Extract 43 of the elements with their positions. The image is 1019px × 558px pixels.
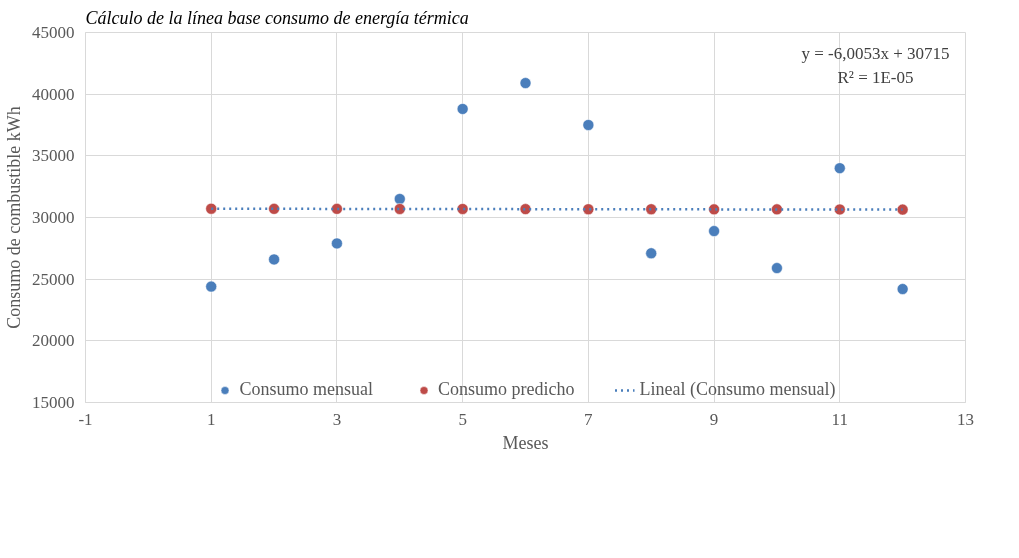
y-tick-label: 30000 (32, 208, 75, 227)
point (519, 77, 532, 89)
point (834, 162, 846, 174)
point (582, 119, 595, 131)
point (896, 283, 909, 295)
point (205, 280, 217, 293)
point (205, 203, 217, 215)
point (331, 203, 343, 215)
annotation: y = -6,0053x + 30715 (801, 43, 950, 63)
y-tick-label: 15000 (32, 393, 75, 412)
point (582, 203, 595, 215)
point (394, 193, 406, 205)
point (268, 203, 280, 215)
point (896, 203, 909, 216)
x-tick-label: 9 (709, 409, 719, 429)
x-tick-label: 11 (831, 409, 848, 429)
y-tick-label: 20000 (32, 331, 75, 351)
x-tick-label: -1 (78, 409, 93, 429)
annotation: R² = 1E-05 (837, 67, 914, 87)
legend-label: Consumo mensual (239, 379, 374, 400)
x-tick-label: 7 (584, 409, 594, 429)
point (331, 237, 343, 250)
x-tick-label: 1 (206, 409, 216, 429)
point (268, 253, 280, 266)
point (645, 247, 657, 260)
y-tick-label: 25000 (32, 269, 75, 289)
x-axis-title: Meses (502, 432, 549, 453)
x-tick-label: 3 (332, 409, 342, 429)
point (708, 225, 720, 237)
legend-label: Consumo predicho (438, 379, 575, 400)
y-tick-label: 35000 (32, 146, 75, 166)
y-tick-label: 40000 (32, 84, 75, 104)
x-tick-label: 5 (458, 409, 467, 429)
y-tick-label: 45000 (32, 23, 75, 42)
point (519, 203, 532, 215)
legend-label: Lineal (Consumo mensual) (639, 379, 836, 400)
y-axis-title: Consumo de combustible kWh (4, 106, 24, 329)
point (394, 203, 406, 215)
point (456, 103, 469, 115)
point (456, 203, 469, 215)
chart-title: Cálculo de la línea base consumo de energía térmica (85, 7, 469, 28)
x-tick-label: 13 (957, 409, 974, 429)
point (771, 262, 783, 274)
